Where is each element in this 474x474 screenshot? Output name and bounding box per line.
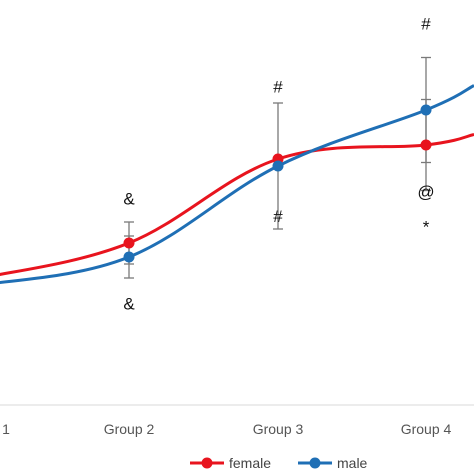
legend-label-female: female [229, 455, 271, 471]
legend-marker-male [309, 457, 321, 469]
legend: female male [190, 455, 368, 471]
x-tick-label: Group 3 [253, 421, 304, 437]
data-point-female [123, 237, 135, 249]
series-line-male [0, 84, 474, 284]
data-point-male [272, 160, 284, 172]
data-point-male [123, 251, 135, 263]
significance-mark: * [423, 218, 430, 237]
x-axis: 1 Group 2 Group 3 Group 4 [0, 404, 474, 437]
significance-mark: # [273, 207, 283, 226]
significance-mark: @ [417, 183, 434, 202]
data-point-female [420, 139, 432, 151]
significance-mark: # [273, 78, 283, 97]
significance-mark: & [123, 295, 135, 314]
series-lines [0, 84, 474, 284]
legend-marker-female [201, 457, 213, 469]
data-point-male [420, 104, 432, 116]
x-tick-label: Group 4 [401, 421, 452, 437]
x-tick-label: Group 2 [104, 421, 155, 437]
significance-annotations: & & # # # @ * [123, 15, 434, 314]
significance-mark: & [123, 190, 135, 209]
x-tick-label: 1 [2, 421, 10, 437]
significance-mark: # [421, 15, 431, 34]
series-markers [123, 104, 432, 263]
legend-label-male: male [337, 455, 368, 471]
series-line-female [0, 133, 474, 276]
